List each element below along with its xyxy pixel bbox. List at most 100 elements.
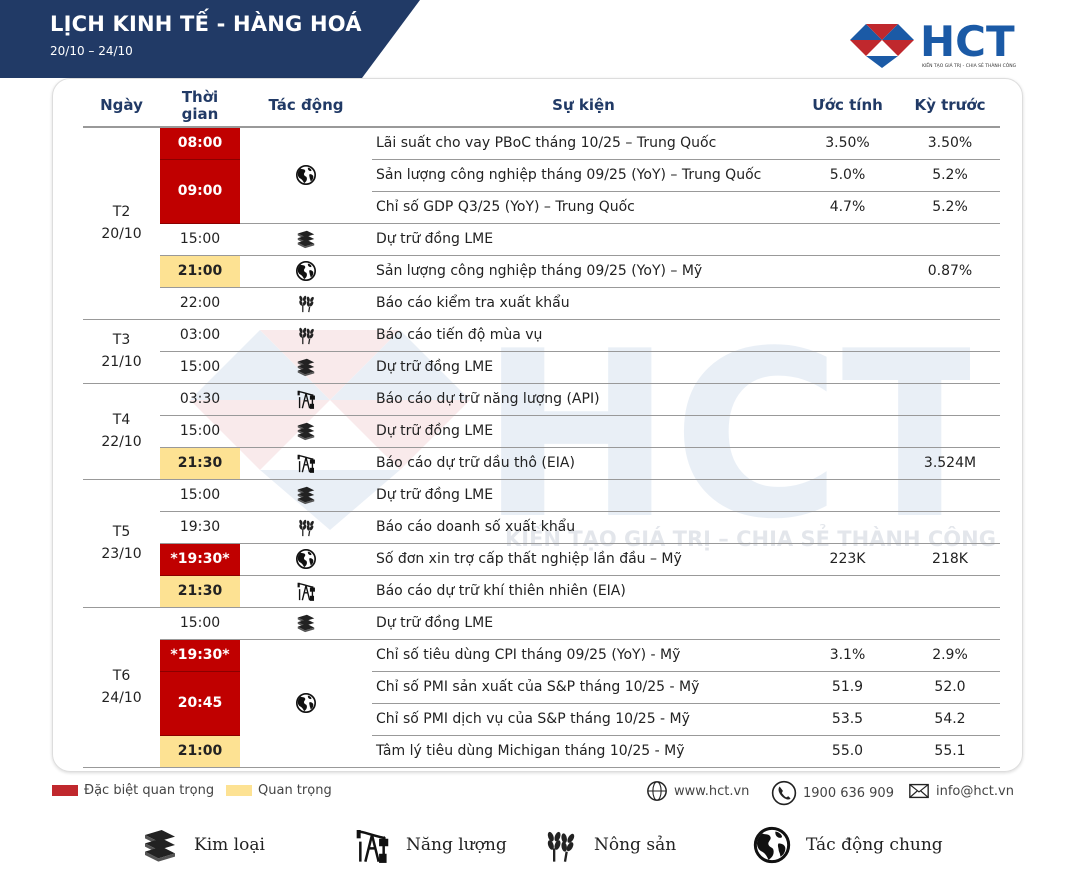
wheat-icon <box>540 825 580 865</box>
previous-value <box>900 415 1000 448</box>
forecast-value: 3.1% <box>795 639 900 672</box>
event-row: Chỉ số GDP Q3/25 (YoY) – Trung Quốc 4.7% 5… <box>83 191 1000 224</box>
metal-icon <box>140 825 180 865</box>
impact-cell <box>240 575 372 608</box>
event-name: Dự trữ đồng LME <box>372 479 795 512</box>
forecast-value <box>795 575 900 608</box>
time-cell: 15:00 <box>160 479 240 512</box>
col-day: Ngày <box>83 85 160 128</box>
wheat-icon <box>295 516 317 538</box>
event-row: 15:00 Dự trữ đồng LME <box>83 223 1000 256</box>
forecast-value: 51.9 <box>795 671 900 704</box>
time-cell: 15:00 <box>160 415 240 448</box>
impact-cell <box>240 543 372 576</box>
time-cell: 22:00 <box>160 287 240 320</box>
col-impact: Tác động <box>240 85 372 128</box>
col-previous: Kỳ trước <box>900 85 1000 128</box>
time-cell: 03:00 <box>160 319 240 352</box>
legend-important: Quan trọng <box>226 783 332 798</box>
event-row: T4 22/10 03:30 Báo cáo dự trữ năng lượng (A… <box>83 383 1000 480</box>
event-name: Dự trữ đồng LME <box>372 415 795 448</box>
metal-icon <box>295 356 317 378</box>
event-row: T5 23/10 15:00 Dự trữ đồng LME <box>83 479 1000 608</box>
weekday: T4 <box>112 412 131 428</box>
previous-value <box>900 287 1000 320</box>
icon-legend-label: Nông sản <box>594 835 677 855</box>
event-row: 20:45 Chỉ số PMI sản xuất của S&P tháng 1… <box>83 671 1000 736</box>
red-swatch <box>52 785 78 796</box>
date-range: 20/10 – 24/10 <box>50 44 133 58</box>
yellow-swatch <box>226 785 252 796</box>
svg-text:KIẾN TẠO GIÁ TRỊ - CHIA SẺ THÀ: KIẾN TẠO GIÁ TRỊ - CHIA SẺ THÀNH CÔNG <box>922 61 1017 69</box>
time-cell: 09:00 <box>160 159 240 224</box>
metal-icon <box>295 612 317 634</box>
header-banner: LỊCH KINH TẾ - HÀNG HOÁ 20/10 – 24/10 <box>0 0 420 78</box>
day-cell: T3 21/10 <box>83 319 160 384</box>
website-link[interactable]: www.hct.vn <box>646 780 749 802</box>
col-event: Sự kiện <box>372 85 795 128</box>
forecast-value: 55.0 <box>795 735 900 768</box>
impact-cell <box>240 511 372 544</box>
previous-value <box>900 575 1000 608</box>
impact-cell <box>240 287 372 320</box>
event-row: T6 24/10 15:00 Dự trữ đồng LME <box>83 607 1000 768</box>
event-name: Chỉ số tiêu dùng CPI tháng 09/25 (YoY) -… <box>372 639 795 672</box>
event-row: T2 20/10 08:00 Lãi suất cho vay PBoC tháng … <box>83 127 1000 320</box>
metal-icon <box>295 228 317 250</box>
oil-pump-icon <box>352 825 392 865</box>
weekday: T3 <box>112 332 131 348</box>
page-title: LỊCH KINH TẾ - HÀNG HOÁ <box>50 12 362 36</box>
time-cell: 21:30 <box>160 447 240 480</box>
icon-legend-label: Năng lượng <box>406 835 507 855</box>
phone-link[interactable]: 1900 636 909 <box>771 780 894 806</box>
event-row: 21:30 Báo cáo dự trữ dầu thô (EIA) 3.524M <box>83 447 1000 480</box>
impact-cell <box>240 127 372 224</box>
event-name: Báo cáo dự trữ dầu thô (EIA) <box>372 447 795 480</box>
impact-cell <box>240 479 372 512</box>
previous-value <box>900 319 1000 352</box>
legend-important-label: Quan trọng <box>258 783 332 798</box>
event-name: Báo cáo tiến độ mùa vụ <box>372 319 795 352</box>
website-text: www.hct.vn <box>674 783 750 799</box>
previous-value <box>900 479 1000 512</box>
event-name: Báo cáo kiểm tra xuất khẩu <box>372 287 795 320</box>
impact-cell <box>240 383 372 416</box>
event-row: 22:00 Báo cáo kiểm tra xuất khẩu <box>83 287 1000 320</box>
mail-icon <box>909 783 929 799</box>
table-header: Ngày Thời gian Tác động Sự kiện Ước tính… <box>83 85 1000 128</box>
previous-value: 0.87% <box>900 255 1000 288</box>
impact-cell <box>240 415 372 448</box>
previous-value: 5.2% <box>900 191 1000 224</box>
hct-logo: HCT KIẾN TẠO GIÁ TRỊ - CHIA SẺ THÀNH CÔN… <box>850 17 1017 69</box>
forecast-value <box>795 287 900 320</box>
date: 24/10 <box>101 690 142 706</box>
impact-cell <box>240 351 372 384</box>
previous-value: 2.9% <box>900 639 1000 672</box>
event-row: 15:00 Dự trữ đồng LME <box>83 351 1000 384</box>
forecast-value: 223K <box>795 543 900 576</box>
metal-icon <box>295 420 317 442</box>
time-cell: 21:00 <box>160 735 240 768</box>
date: 22/10 <box>101 434 142 450</box>
forecast-value <box>795 479 900 512</box>
forecast-value: 4.7% <box>795 191 900 224</box>
globe-icon <box>295 164 317 186</box>
date: 21/10 <box>101 354 142 370</box>
time-cell: 15:00 <box>160 607 240 640</box>
impact-cell <box>240 639 372 768</box>
time-cell: 20:45 <box>160 671 240 736</box>
event-row: 09:00 Sản lượng công nghiệp tháng 09/25 (… <box>83 159 1000 224</box>
forecast-value <box>795 511 900 544</box>
icon-legend-label: Tác động chung <box>806 835 943 855</box>
legend-very-important-label: Đặc biệt quan trọng <box>84 783 215 798</box>
icon-legend-item: Tác động chung <box>752 825 943 865</box>
previous-value <box>900 351 1000 384</box>
forecast-value <box>795 223 900 256</box>
col-time: Thời gian <box>160 85 240 128</box>
phone-text: 1900 636 909 <box>803 785 894 801</box>
forecast-value <box>795 607 900 640</box>
weekday: T2 <box>112 204 131 221</box>
email-link[interactable]: info@hct.vn <box>908 780 1014 802</box>
time-cell: *19:30* <box>160 543 240 576</box>
impact-cell <box>240 223 372 256</box>
